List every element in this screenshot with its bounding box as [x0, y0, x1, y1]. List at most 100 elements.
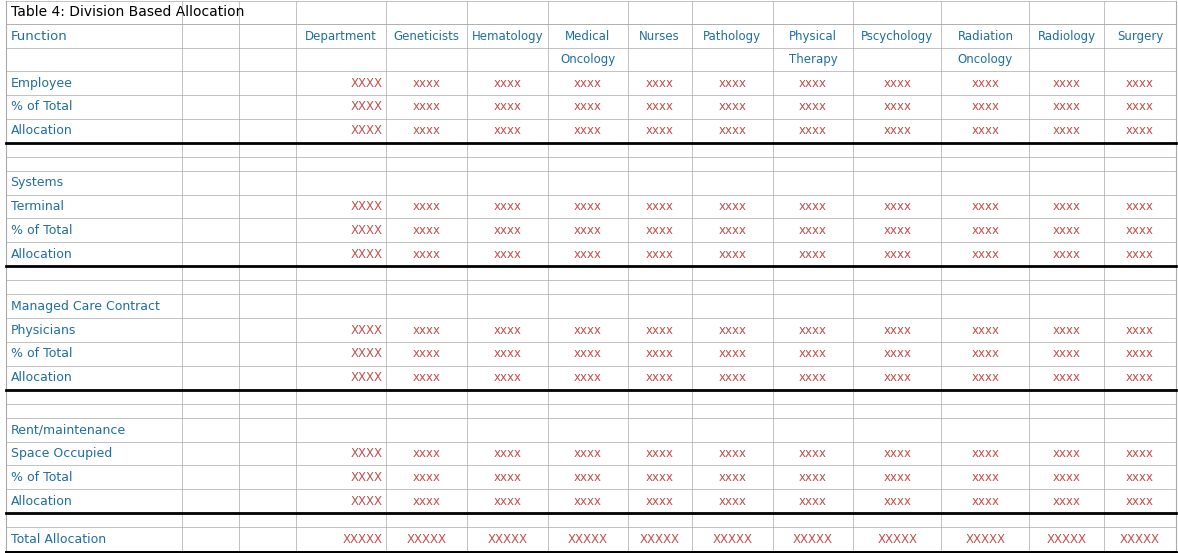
Text: Managed Care Contract: Managed Care Contract [11, 300, 159, 312]
Text: xxxx: xxxx [574, 200, 602, 213]
Text: xxxx: xxxx [412, 324, 441, 337]
Text: Department: Department [305, 30, 377, 43]
Text: xxxx: xxxx [799, 471, 827, 484]
Text: xxxx: xxxx [494, 224, 522, 237]
Text: XXXX: XXXX [351, 76, 383, 90]
Text: XXXXX: XXXXX [568, 533, 608, 546]
Text: xxxx: xxxx [884, 248, 912, 261]
Text: xxxx: xxxx [884, 76, 912, 90]
Text: xxxx: xxxx [972, 347, 999, 361]
Text: Hematology: Hematology [471, 30, 543, 43]
Text: xxxx: xxxx [1126, 200, 1154, 213]
Text: xxxx: xxxx [799, 224, 827, 237]
Text: XXXX: XXXX [351, 347, 383, 361]
Text: XXXX: XXXX [351, 324, 383, 337]
Text: xxxx: xxxx [972, 76, 999, 90]
Text: Oncology: Oncology [958, 53, 1013, 66]
Text: xxxx: xxxx [574, 248, 602, 261]
Text: xxxx: xxxx [719, 124, 746, 137]
Text: xxxx: xxxx [1053, 447, 1081, 460]
Text: Employee: Employee [11, 76, 73, 90]
Text: xxxx: xxxx [719, 76, 746, 90]
Text: XXXXX: XXXXX [1120, 533, 1160, 546]
Text: xxxx: xxxx [494, 371, 522, 384]
Text: Function: Function [11, 30, 67, 43]
Text: Pathology: Pathology [703, 30, 761, 43]
Text: xxxx: xxxx [1053, 76, 1081, 90]
Text: xxxx: xxxx [972, 495, 999, 508]
Text: xxxx: xxxx [884, 200, 912, 213]
Text: xxxx: xxxx [574, 124, 602, 137]
Text: Medical: Medical [565, 30, 610, 43]
Text: Oncology: Oncology [561, 53, 615, 66]
Text: xxxx: xxxx [884, 447, 912, 460]
Text: xxxx: xxxx [972, 371, 999, 384]
Text: xxxx: xxxx [494, 324, 522, 337]
Text: xxxx: xxxx [884, 324, 912, 337]
Text: % of Total: % of Total [11, 224, 72, 237]
Text: xxxx: xxxx [799, 495, 827, 508]
Text: xxxx: xxxx [972, 324, 999, 337]
Text: xxxx: xxxx [494, 76, 522, 90]
Text: xxxx: xxxx [799, 347, 827, 361]
Text: xxxx: xxxx [972, 471, 999, 484]
Text: XXXX: XXXX [351, 371, 383, 384]
Text: Table 4: Division Based Allocation: Table 4: Division Based Allocation [11, 6, 244, 19]
Text: Nurses: Nurses [640, 30, 680, 43]
Text: xxxx: xxxx [412, 101, 441, 113]
Text: xxxx: xxxx [719, 224, 746, 237]
Text: xxxx: xxxx [1126, 248, 1154, 261]
Text: xxxx: xxxx [412, 124, 441, 137]
Text: xxxx: xxxx [1053, 248, 1081, 261]
Text: xxxx: xxxx [494, 101, 522, 113]
Text: XXXX: XXXX [351, 101, 383, 113]
Text: xxxx: xxxx [972, 101, 999, 113]
Text: xxxx: xxxx [574, 471, 602, 484]
Text: xxxx: xxxx [719, 471, 746, 484]
Text: xxxx: xxxx [574, 76, 602, 90]
Text: xxxx: xxxx [719, 371, 746, 384]
Text: xxxx: xxxx [1053, 200, 1081, 213]
Text: XXXXX: XXXXX [878, 533, 918, 546]
Text: xxxx: xxxx [799, 76, 827, 90]
Text: xxxx: xxxx [1053, 324, 1081, 337]
Text: xxxx: xxxx [972, 447, 999, 460]
Text: xxxx: xxxx [972, 224, 999, 237]
Text: XXXXX: XXXXX [640, 533, 680, 546]
Text: Radiology: Radiology [1038, 30, 1096, 43]
Text: xxxx: xxxx [646, 324, 674, 337]
Text: XXXXX: XXXXX [1047, 533, 1087, 546]
Text: xxxx: xxxx [646, 76, 674, 90]
Text: Physicians: Physicians [11, 324, 75, 337]
Text: xxxx: xxxx [972, 124, 999, 137]
Text: xxxx: xxxx [1126, 124, 1154, 137]
Text: xxxx: xxxx [494, 471, 522, 484]
Text: % of Total: % of Total [11, 471, 72, 484]
Text: xxxx: xxxx [884, 471, 912, 484]
Text: xxxx: xxxx [799, 371, 827, 384]
Text: xxxx: xxxx [412, 495, 441, 508]
Text: XXXXX: XXXXX [793, 533, 833, 546]
Text: xxxx: xxxx [494, 495, 522, 508]
Text: xxxx: xxxx [1053, 347, 1081, 361]
Text: xxxx: xxxx [799, 124, 827, 137]
Text: xxxx: xxxx [1126, 447, 1154, 460]
Text: xxxx: xxxx [1053, 124, 1081, 137]
Text: Radiation: Radiation [958, 30, 1013, 43]
Text: % of Total: % of Total [11, 101, 72, 113]
Text: xxxx: xxxx [646, 101, 674, 113]
Text: xxxx: xxxx [1053, 101, 1081, 113]
Text: xxxx: xxxx [719, 248, 746, 261]
Text: Pscychology: Pscychology [861, 30, 934, 43]
Text: xxxx: xxxx [1053, 495, 1081, 508]
Text: xxxx: xxxx [972, 248, 999, 261]
Text: xxxx: xxxx [1126, 76, 1154, 90]
Text: xxxx: xxxx [719, 347, 746, 361]
Text: XXXX: XXXX [351, 471, 383, 484]
Text: xxxx: xxxx [884, 347, 912, 361]
Text: Rent/maintenance: Rent/maintenance [11, 423, 126, 436]
Text: xxxx: xxxx [646, 248, 674, 261]
Text: Therapy: Therapy [789, 53, 838, 66]
Text: xxxx: xxxx [1126, 324, 1154, 337]
Text: xxxx: xxxx [719, 324, 746, 337]
